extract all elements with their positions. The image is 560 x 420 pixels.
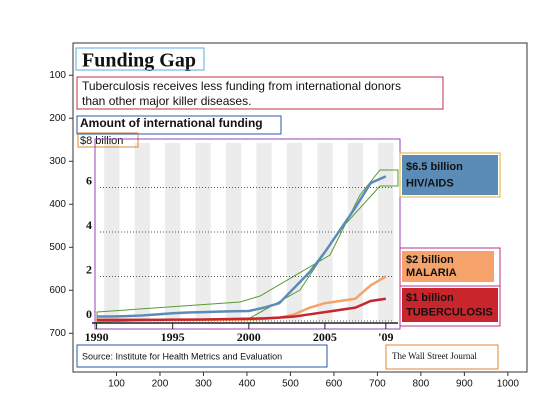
- y-tick-label: 200: [49, 113, 66, 124]
- y-tick-label: 500: [49, 242, 66, 253]
- source: Source: Institute for Health Metrics and…: [82, 351, 282, 361]
- legend-label: MALARIA: [406, 267, 457, 279]
- subtitle: Tuberculosis receives less funding from …: [82, 79, 401, 93]
- y-tick-label: 600: [49, 285, 66, 296]
- box: [75, 47, 205, 71]
- box: [76, 344, 328, 368]
- x-tick-label: 900: [456, 379, 473, 390]
- x-tick-label: 1995: [161, 330, 185, 344]
- label-box: [402, 155, 498, 195]
- unit-label: $8 billion: [80, 135, 123, 147]
- y-tick-label: 0: [86, 307, 92, 321]
- end-label: $6.5 billion: [406, 161, 463, 173]
- legend-label: HIV/AIDS: [406, 178, 454, 190]
- credit: The Wall Street Journal: [392, 351, 477, 361]
- annotation-boxes: [75, 47, 501, 370]
- x-tick-label: 800: [413, 379, 430, 390]
- series-line: [96, 175, 387, 318]
- chart-title: Amount of international funding: [80, 116, 263, 130]
- x-tick-label: 2000: [237, 330, 261, 344]
- box: [385, 344, 499, 370]
- box: [76, 115, 282, 135]
- y-tick-label: 2: [86, 262, 92, 276]
- box: [94, 138, 401, 330]
- y-tick-label: 400: [49, 199, 66, 210]
- y-tick-label: 6: [86, 173, 92, 187]
- x-tick-label: 500: [282, 379, 299, 390]
- x-tick-label: 400: [239, 379, 256, 390]
- x-tick-label: 1990: [85, 330, 109, 344]
- legend-label: TUBERCULOSIS: [406, 306, 493, 318]
- y-tick-label: 4: [86, 218, 92, 232]
- box: [399, 152, 501, 198]
- x-tick-label: 200: [152, 379, 169, 390]
- label-box: [402, 288, 498, 322]
- box: [399, 285, 501, 327]
- end-label: $2 billion: [406, 254, 454, 266]
- end-label: $1 billion: [406, 292, 454, 304]
- title: Funding Gap: [82, 50, 196, 72]
- box: [77, 132, 139, 148]
- x-tick-label: '09: [378, 330, 393, 344]
- y-tick-label: 300: [49, 156, 66, 167]
- x-tick-label: 1000: [497, 379, 520, 390]
- box: [96, 169, 399, 323]
- plot: 0 2 4 6 1990 1995 2000 2005 '09 $6.5 billion HIV/A…: [85, 155, 498, 344]
- label-box: [402, 251, 494, 282]
- x-tick-label: 300: [195, 379, 212, 390]
- x-tick-label: 700: [369, 379, 386, 390]
- y-tick-label: 700: [49, 328, 66, 339]
- series-line: [96, 297, 387, 322]
- stripe: [256, 143, 272, 321]
- subtitle: than other major killer diseases.: [82, 94, 251, 108]
- x-tick-label: 2005: [313, 330, 337, 344]
- x-tick-label: 100: [108, 379, 125, 390]
- y-tick-label: 100: [49, 70, 66, 81]
- box: [76, 76, 444, 110]
- x-tick-label: 600: [326, 379, 343, 390]
